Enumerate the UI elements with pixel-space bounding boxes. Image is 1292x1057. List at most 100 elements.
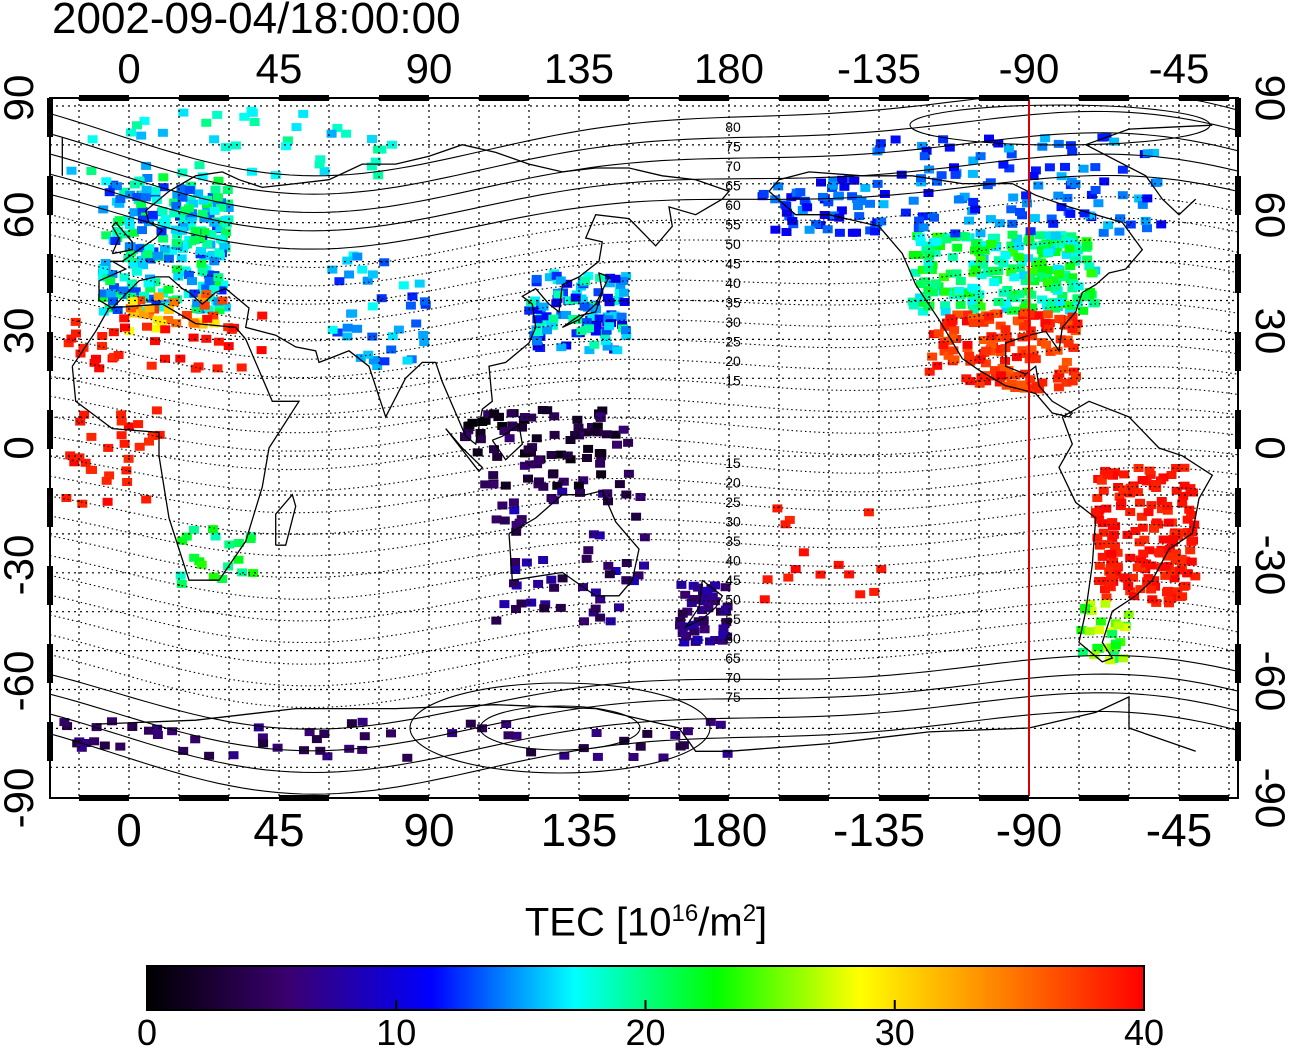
tec-point bbox=[1016, 257, 1027, 266]
magnetic-contour-line bbox=[50, 598, 1238, 665]
tec-point bbox=[639, 561, 649, 570]
tec-point bbox=[558, 477, 569, 486]
tec-point bbox=[595, 595, 606, 604]
tec-point bbox=[971, 265, 981, 274]
tec-point bbox=[953, 287, 964, 295]
tec-point bbox=[186, 209, 197, 218]
tec-point bbox=[921, 146, 932, 155]
tec-point bbox=[140, 193, 151, 202]
tec-point bbox=[1038, 240, 1049, 249]
tec-point bbox=[935, 242, 945, 250]
axis-bar bbox=[1235, 254, 1241, 293]
tec-point bbox=[499, 600, 510, 609]
tec-point bbox=[1085, 287, 1095, 296]
tec-point bbox=[341, 129, 352, 138]
tec-point bbox=[561, 311, 572, 319]
tec-point bbox=[386, 729, 396, 738]
tec-point bbox=[621, 576, 632, 585]
tec-point bbox=[219, 241, 230, 250]
tec-point bbox=[1079, 209, 1090, 218]
tec-point bbox=[1125, 483, 1136, 492]
tec-point bbox=[100, 259, 111, 267]
tec-point bbox=[549, 412, 560, 421]
axis-bar bbox=[79, 95, 129, 101]
axis-bar bbox=[1179, 95, 1229, 101]
tec-point bbox=[201, 290, 212, 299]
tec-point bbox=[1117, 165, 1128, 174]
tec-point bbox=[609, 311, 620, 320]
contour-label: 25 bbox=[725, 494, 741, 510]
tec-point bbox=[971, 239, 982, 247]
tec-point bbox=[134, 244, 145, 253]
tec-point bbox=[784, 515, 795, 524]
tec-point bbox=[938, 135, 949, 144]
tec-point bbox=[78, 343, 89, 352]
tec-point bbox=[157, 207, 168, 215]
tec-point bbox=[510, 566, 521, 574]
tec-point bbox=[1047, 298, 1058, 307]
tec-point bbox=[972, 298, 983, 307]
tec-point bbox=[497, 422, 508, 430]
right-latitude-label: -30 bbox=[1247, 535, 1292, 596]
tec-point bbox=[781, 228, 792, 236]
axis-bar bbox=[179, 95, 229, 101]
contour-label: 70 bbox=[725, 670, 741, 686]
tec-point bbox=[602, 342, 613, 351]
tec-point bbox=[509, 506, 520, 515]
tec-point bbox=[116, 410, 127, 419]
tec-point bbox=[1042, 310, 1053, 319]
tec-point bbox=[950, 170, 961, 179]
tec-point bbox=[99, 289, 109, 298]
tec-point bbox=[852, 202, 863, 210]
top-longitude-label: 135 bbox=[544, 45, 614, 92]
tec-point bbox=[965, 357, 976, 366]
tec-point bbox=[590, 427, 600, 436]
tec-point bbox=[214, 248, 225, 257]
tec-point bbox=[113, 226, 124, 235]
tec-point bbox=[1071, 372, 1081, 381]
tec-point bbox=[533, 456, 544, 465]
tec-point bbox=[125, 190, 135, 199]
tec-point bbox=[1025, 326, 1036, 335]
tec-point bbox=[658, 753, 669, 762]
tec-point bbox=[506, 409, 517, 418]
tec-point bbox=[588, 530, 599, 539]
tec-point bbox=[833, 560, 844, 569]
tec-point bbox=[717, 636, 728, 645]
magnetic-contour-line bbox=[50, 617, 1238, 687]
tec-point bbox=[1149, 149, 1159, 157]
tec-point bbox=[555, 276, 566, 285]
tec-point bbox=[1102, 540, 1113, 549]
tec-point bbox=[557, 487, 568, 496]
tec-point bbox=[998, 288, 1009, 297]
tec-point bbox=[144, 304, 155, 313]
tec-point bbox=[1064, 244, 1075, 253]
tec-point bbox=[918, 223, 929, 232]
tec-point bbox=[119, 314, 130, 323]
tec-point bbox=[127, 297, 138, 306]
tec-point bbox=[967, 283, 978, 292]
tec-point bbox=[1027, 241, 1038, 250]
tec-point bbox=[370, 157, 381, 166]
axis-bar bbox=[47, 98, 53, 137]
tec-point bbox=[160, 354, 170, 363]
tec-point bbox=[555, 450, 566, 459]
tec-point bbox=[357, 265, 368, 274]
tec-point bbox=[986, 332, 997, 341]
tec-point bbox=[197, 172, 208, 181]
tec-point bbox=[1054, 369, 1065, 378]
right-latitude-label: 0 bbox=[1247, 436, 1292, 459]
tec-point bbox=[126, 292, 137, 301]
tec-point bbox=[1014, 290, 1025, 298]
tec-point bbox=[1054, 269, 1065, 278]
tec-point bbox=[65, 451, 76, 460]
tec-point bbox=[1040, 134, 1051, 143]
tec-point bbox=[75, 417, 86, 426]
tec-point bbox=[177, 226, 187, 235]
tec-point bbox=[573, 481, 584, 490]
tec-point bbox=[827, 181, 838, 190]
tec-point bbox=[1044, 163, 1055, 172]
tec-point bbox=[209, 218, 220, 227]
tec-point bbox=[373, 171, 384, 180]
tec-point bbox=[1084, 627, 1095, 636]
